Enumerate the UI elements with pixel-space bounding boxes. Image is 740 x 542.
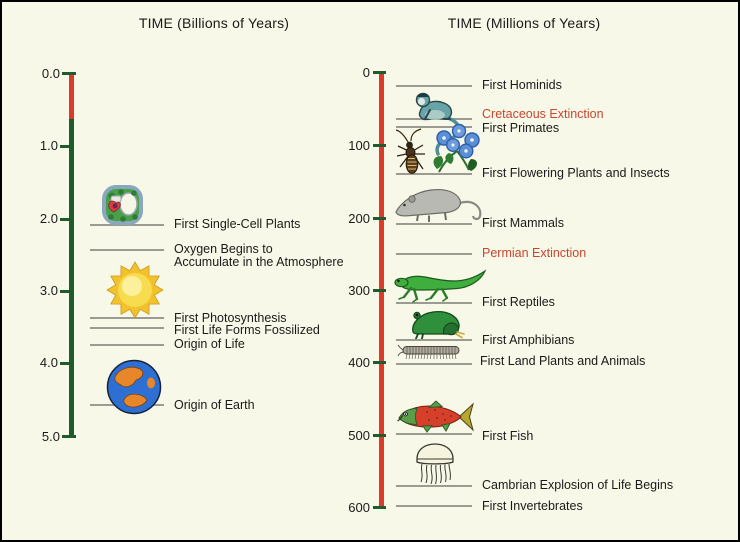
left-axis-red-segment — [69, 74, 74, 119]
millipede-icon — [397, 344, 465, 361]
left-timeline-title: TIME (Billions of Years) — [138, 15, 290, 31]
event-line-first-mammals — [396, 223, 472, 225]
event-line-first-flowering — [396, 173, 472, 175]
left-axis-tick-label: 4.0 — [39, 355, 58, 370]
right-axis-tick-label: 0 — [362, 65, 370, 80]
event-line-first-invertebrates — [396, 505, 472, 507]
event-line-first-photosynthesis — [90, 317, 164, 319]
earth-icon — [105, 358, 163, 416]
event-label-origin-of-life: Origin of Life — [174, 337, 245, 351]
right-axis-tick-label: 300 — [348, 283, 370, 298]
right-axis-tick-label: 500 — [348, 428, 370, 443]
left-axis-tick-0 — [62, 72, 76, 75]
right-axis-tick-2 — [373, 217, 386, 220]
right-axis-tick-3 — [373, 289, 386, 292]
right-axis-tick-label: 400 — [348, 355, 370, 370]
event-label-cambrian-explosion: Cambrian Explosion of Life Begins — [482, 478, 674, 492]
jellyfish-icon — [413, 442, 457, 485]
lizard-icon — [393, 267, 488, 304]
fish-icon — [393, 398, 475, 435]
event-label-first-amphibians: First Amphibians — [482, 333, 575, 347]
right-axis-tick-label: 200 — [348, 211, 370, 226]
event-label-first-mammals: First Mammals — [482, 216, 564, 230]
event-label-cretaceous-extinction: Cretaceous Extinction — [482, 107, 604, 121]
right-axis-tick-label: 100 — [348, 138, 370, 153]
frog-icon — [403, 306, 465, 339]
event-line-oxygen-accumulates — [90, 249, 164, 251]
right-axis-tick-4 — [373, 361, 386, 364]
event-line-permian-extinction — [396, 253, 472, 255]
right-axis-tick-1 — [373, 144, 386, 147]
left-axis-tick-label: 2.0 — [39, 211, 58, 226]
event-line-first-fish — [396, 433, 472, 435]
event-label-first-hominids: First Hominids — [482, 78, 562, 92]
event-line-first-hominids — [396, 85, 472, 87]
mammal-icon — [393, 184, 485, 223]
event-label-first-primates: First Primates — [482, 121, 560, 135]
left-axis-tick-3 — [60, 290, 74, 293]
left-axis-tick-label: 0.0 — [41, 66, 60, 81]
left-axis-tick-label: 1.0 — [39, 138, 58, 153]
event-label-oxygen-accumulates: Oxygen Begins to Accumulate in the Atmos… — [174, 242, 344, 269]
event-label-first-reptiles: First Reptiles — [482, 295, 555, 309]
left-axis-tick-label: 5.0 — [41, 429, 60, 444]
event-label-first-fish: First Fish — [482, 429, 534, 443]
left-axis-tick-4 — [60, 362, 74, 365]
insect-icon — [394, 128, 432, 175]
event-line-first-life-forms — [90, 327, 164, 329]
event-line-origin-of-life — [90, 344, 164, 346]
event-label-origin-of-earth: Origin of Earth — [174, 398, 255, 412]
right-axis-tick-label: 600 — [348, 500, 370, 515]
sun-icon — [103, 260, 167, 320]
right-axis-tick-0 — [373, 71, 386, 74]
event-label-first-single-cell-plants: First Single-Cell Plants — [174, 217, 301, 231]
plant-cell-icon — [101, 184, 144, 226]
event-line-first-primates — [396, 126, 472, 128]
event-label-first-invertebrates: First Invertebrates — [482, 499, 583, 513]
left-axis-tick-2 — [60, 218, 74, 221]
right-axis-tick-5 — [373, 434, 386, 437]
event-label-permian-extinction: Permian Extinction — [482, 246, 587, 260]
left-axis-tick-5 — [62, 435, 76, 438]
left-axis-tick-label: 3.0 — [39, 283, 58, 298]
event-label-first-life-forms: First Life Forms Fossilized — [174, 323, 320, 337]
right-timeline-title: TIME (Millions of Years) — [447, 15, 601, 31]
event-label-first-flowering: First Flowering Plants and Insects — [482, 166, 670, 180]
left-axis-tick-1 — [60, 145, 74, 148]
flowers-icon — [429, 122, 483, 174]
right-axis-tick-6 — [373, 506, 386, 509]
event-line-first-reptiles — [396, 302, 472, 304]
event-line-cambrian-explosion — [396, 485, 472, 487]
event-label-first-photosynthesis: First Photosynthesis — [174, 311, 287, 325]
event-line-first-amphibians — [396, 339, 472, 341]
event-line-first-land-plants — [396, 363, 472, 365]
event-label-first-land-plants: First Land Plants and Animals — [480, 354, 646, 368]
left-axis-green-segment — [69, 119, 74, 436]
